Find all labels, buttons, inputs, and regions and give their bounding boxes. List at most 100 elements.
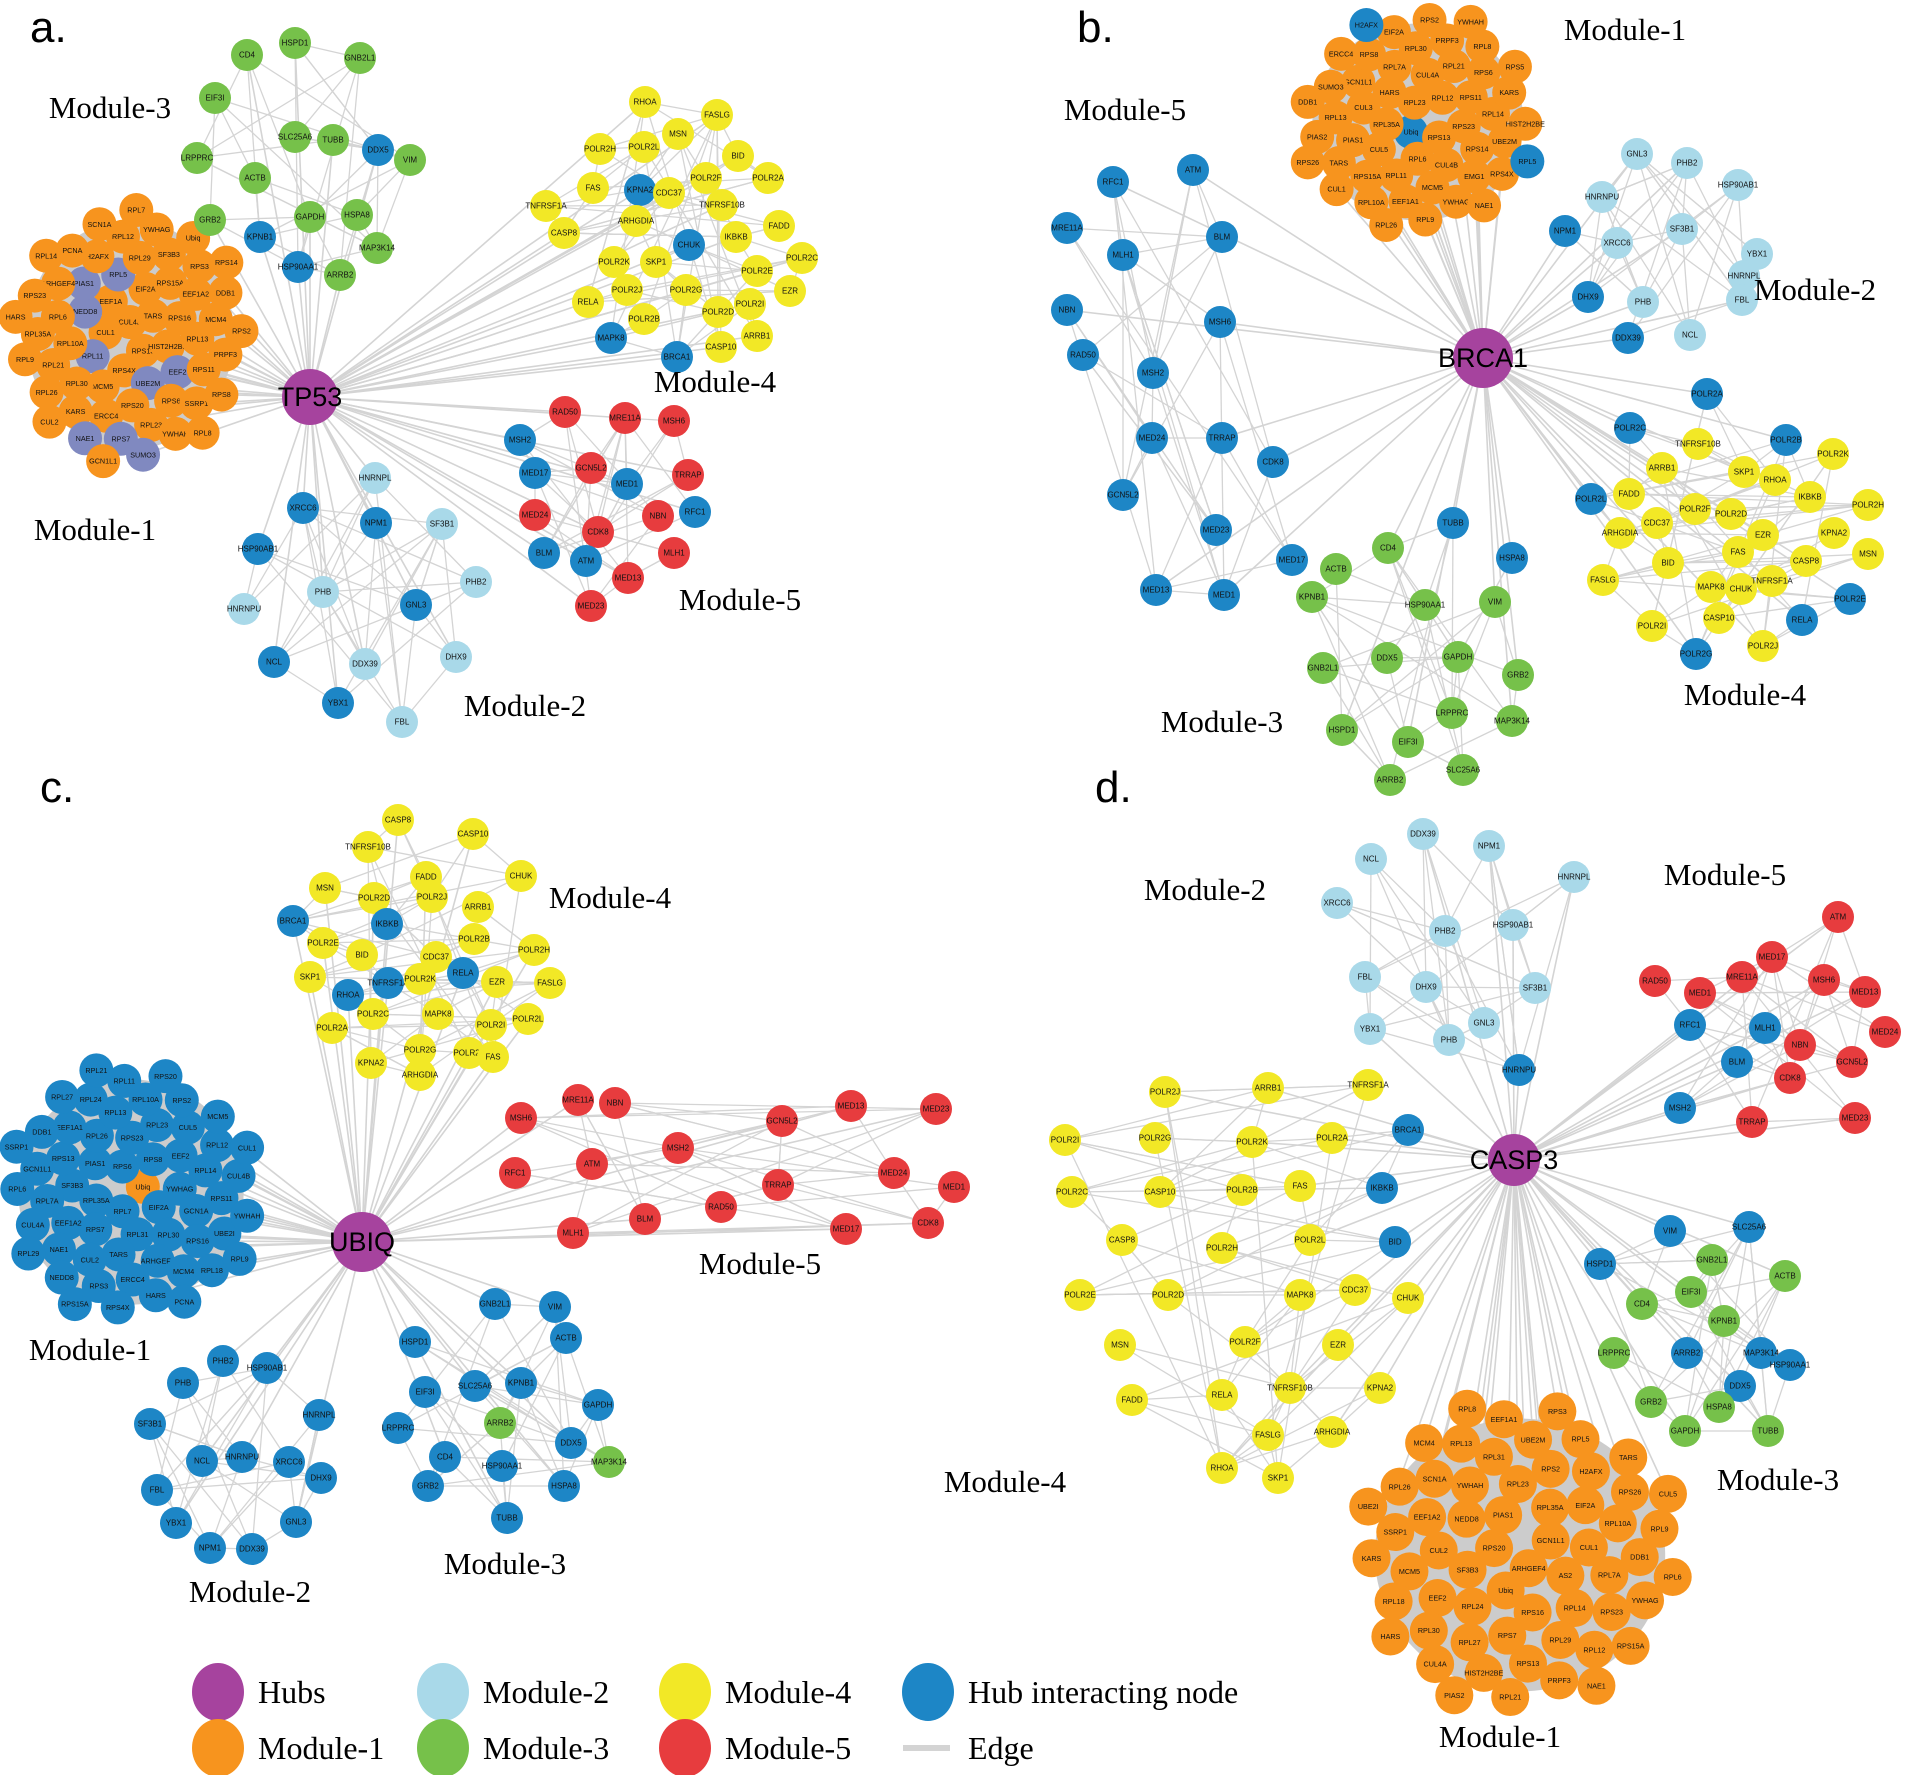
gene-node-label: RPL23 <box>1507 1480 1529 1489</box>
node-POLR2F: POLR2F <box>1679 493 1711 525</box>
node-ARRB2: ARRB2 <box>1671 1337 1703 1369</box>
gene-node-label: FAS <box>1292 1182 1307 1191</box>
gene-node-label: POLR2A <box>752 174 784 183</box>
node-PIAS1: PIAS1 <box>1484 1496 1523 1535</box>
gene-node-circle <box>1433 1024 1465 1056</box>
gene-node-label: POLR2K <box>1236 1138 1268 1147</box>
gene-node-circle <box>1116 1384 1148 1416</box>
gene-node-label: RPL21 <box>1499 1693 1521 1702</box>
gene-node-label: RPS20 <box>1483 1544 1506 1553</box>
gene-node-label: RPL14 <box>194 1166 216 1175</box>
node-CHUK: CHUK <box>673 229 705 261</box>
gene-node-circle <box>1541 1620 1580 1659</box>
gene-node-label: RPL7A <box>1598 1571 1621 1580</box>
node-RPL14: RPL14 <box>29 238 64 273</box>
gene-node-circle <box>135 1142 170 1177</box>
node-KPNB1: KPNB1 <box>505 1367 537 1399</box>
node-CDK8: CDK8 <box>1257 446 1289 478</box>
legend-item-hubs: Hubs <box>192 1663 326 1721</box>
node-HARS: HARS <box>0 299 33 334</box>
gene-node-label: TARS <box>144 311 163 320</box>
gene-node-label: RPL5 <box>109 270 127 279</box>
gene-node-circle <box>1405 1423 1444 1462</box>
gene-node-circle <box>1496 705 1528 737</box>
gene-node-label: RFC1 <box>685 508 706 517</box>
node-TNFRSF1A: TNFRSF1A <box>367 967 409 999</box>
node-RPS15A: RPS15A <box>1611 1626 1650 1665</box>
gene-node-label: CDK8 <box>917 1219 939 1228</box>
gene-node-circle <box>100 1290 135 1325</box>
node-YWHAH: YWHAH <box>1450 1466 1489 1505</box>
gene-node-circle <box>200 1099 235 1134</box>
gene-node-circle <box>242 533 274 565</box>
gene-node-label: ACTB <box>1774 1272 1795 1281</box>
node-YBX1: YBX1 <box>160 1507 192 1539</box>
gene-node-circle <box>670 274 702 306</box>
node-EEF2: EEF2 <box>1418 1579 1457 1618</box>
gene-node-label: FAS <box>485 1053 500 1062</box>
node-MED1: MED1 <box>1684 977 1716 1009</box>
gene-node-label: FBL <box>150 1486 165 1495</box>
gene-node-circle <box>629 1203 661 1235</box>
gene-node-circle <box>79 1118 114 1153</box>
gene-node-label: FASLG <box>1590 576 1616 585</box>
node-Ubiq: Ubiq <box>1486 1571 1525 1610</box>
gene-node-label: RPL26 <box>1375 221 1397 230</box>
gene-node-label: RHOA <box>633 98 657 107</box>
gene-node-circle <box>1319 172 1354 207</box>
node-SLC25A6: SLC25A6 <box>1732 1211 1767 1243</box>
gene-node-label: RFC1 <box>1680 1021 1701 1030</box>
node-CASP10: CASP10 <box>457 818 489 850</box>
node-POLR2H: POLR2H <box>1206 1232 1238 1264</box>
node-RPS26: RPS26 <box>1610 1472 1649 1511</box>
node-MCM4: MCM4 <box>166 1254 201 1289</box>
gene-node-label: NBN <box>650 512 667 521</box>
gene-node-circle <box>1869 1016 1901 1048</box>
node-ARHGDIA: ARHGDIA <box>1314 1416 1351 1448</box>
node-KPNA2: KPNA2 <box>1364 1372 1396 1404</box>
gene-node-circle <box>1641 507 1673 539</box>
gene-node-label: EZR <box>1755 531 1771 540</box>
gene-node-label: ARRB1 <box>744 332 771 341</box>
gene-node-circle <box>41 1232 76 1267</box>
gene-node-label: POLR2I <box>1051 1136 1079 1145</box>
gene-node-circle <box>86 444 121 479</box>
node-GRB2: GRB2 <box>1502 659 1534 691</box>
gene-node-label: PRPF3 <box>1548 1676 1571 1685</box>
node-HARS: HARS <box>1371 1617 1410 1656</box>
node-SKP1: SKP1 <box>294 961 326 993</box>
gene-node-label: UBE2M <box>1521 1435 1546 1444</box>
node-MED13: MED13 <box>1849 976 1881 1008</box>
node-NEDD8: NEDD8 <box>1447 1499 1486 1538</box>
module-label-module-3: Module-3 <box>1161 704 1283 739</box>
node-CUL1: CUL1 <box>1569 1528 1608 1567</box>
gene-node-label: TRRAP <box>1738 1118 1765 1127</box>
node-KPNB1: KPNB1 <box>1708 1305 1740 1337</box>
gene-node-label: EIF3I <box>415 1388 434 1397</box>
legend-item-hub-interacting-node: Hub interacting node <box>902 1663 1238 1721</box>
node-DDB1: DDB1 <box>24 1114 59 1149</box>
gene-node-label: NCL <box>194 1457 211 1466</box>
gene-node-circle <box>624 174 656 206</box>
gene-node-circle <box>194 1253 229 1288</box>
gene-node-circle <box>1498 1464 1537 1503</box>
gene-node-circle <box>1612 322 1644 354</box>
gene-node-label: DDB1 <box>1298 97 1317 106</box>
gene-node-label: POLR2L <box>513 1015 544 1024</box>
node-RPS7: RPS7 <box>1488 1616 1527 1655</box>
gene-node-label: POLR2B <box>628 315 660 324</box>
node-CASP8: CASP8 <box>382 804 414 836</box>
node-RPL27: RPL27 <box>45 1079 80 1114</box>
gene-node-circle <box>1598 1504 1637 1543</box>
gene-node-circle <box>230 1130 265 1165</box>
gene-node-label: IKBKB <box>724 233 748 242</box>
gene-node-circle <box>1410 971 1442 1003</box>
hub-circle <box>282 369 338 425</box>
gene-node-circle <box>1475 1529 1514 1568</box>
node-RPL7A: RPL7A <box>1590 1556 1629 1595</box>
node-LRPPRC: LRPPRC <box>1436 697 1468 729</box>
gene-node-label: NCL <box>1363 855 1380 864</box>
gene-node-label: HIST2H2BE <box>1464 1668 1503 1677</box>
